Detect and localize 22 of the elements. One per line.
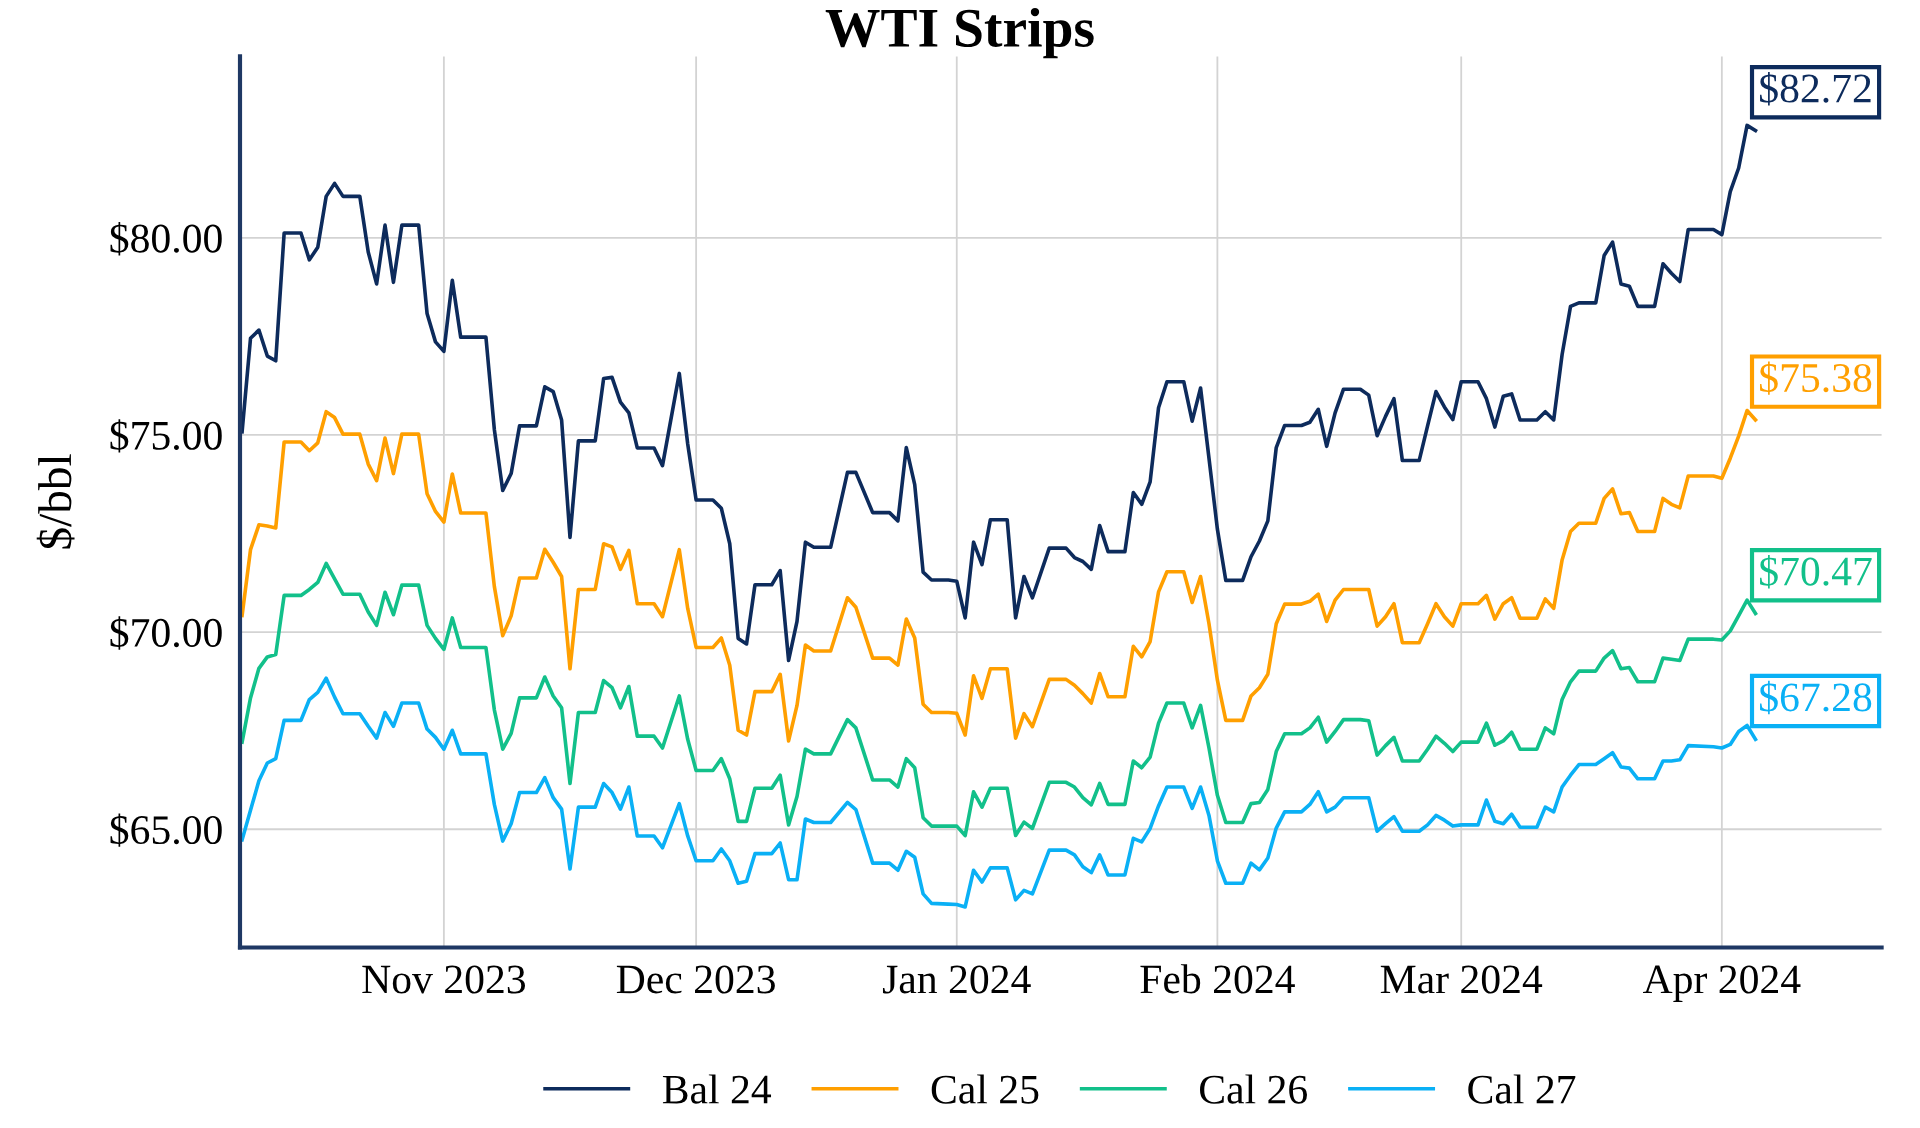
y-axis-title: $/bbl bbox=[36, 454, 75, 549]
legend-label: Cal 25 bbox=[931, 1074, 1039, 1104]
y-tick-label: $80.00 bbox=[110, 222, 222, 256]
x-tick-label: Nov 2023 bbox=[362, 965, 526, 994]
x-tick-label: Apr 2024 bbox=[1642, 965, 1801, 1002]
y-tick-label: $75.00 bbox=[110, 419, 222, 453]
line-series bbox=[240, 123, 1758, 663]
y-tick-label: $65.00 bbox=[110, 813, 222, 847]
chart-title: WTI Strips bbox=[825, 7, 1094, 59]
legend-label: Bal 24 bbox=[662, 1074, 772, 1104]
legend-label: Cal 27 bbox=[1468, 1074, 1576, 1104]
annotation: $70.47 bbox=[1760, 555, 1872, 589]
x-tick-label: Dec 2023 bbox=[616, 965, 775, 994]
annotation: $67.28 bbox=[1760, 680, 1872, 715]
y-tick-label: $70.00 bbox=[110, 616, 222, 650]
annotation: $82.72 bbox=[1760, 72, 1871, 106]
annotation: $75.38 bbox=[1760, 361, 1872, 395]
x-tick-label: Feb 2024 bbox=[1140, 964, 1295, 994]
legend-label: Cal 26 bbox=[1200, 1074, 1307, 1104]
x-tick-label: Mar 2024 bbox=[1380, 965, 1543, 994]
line-series bbox=[240, 408, 1758, 743]
x-tick-label: Jan 2024 bbox=[882, 965, 1031, 994]
